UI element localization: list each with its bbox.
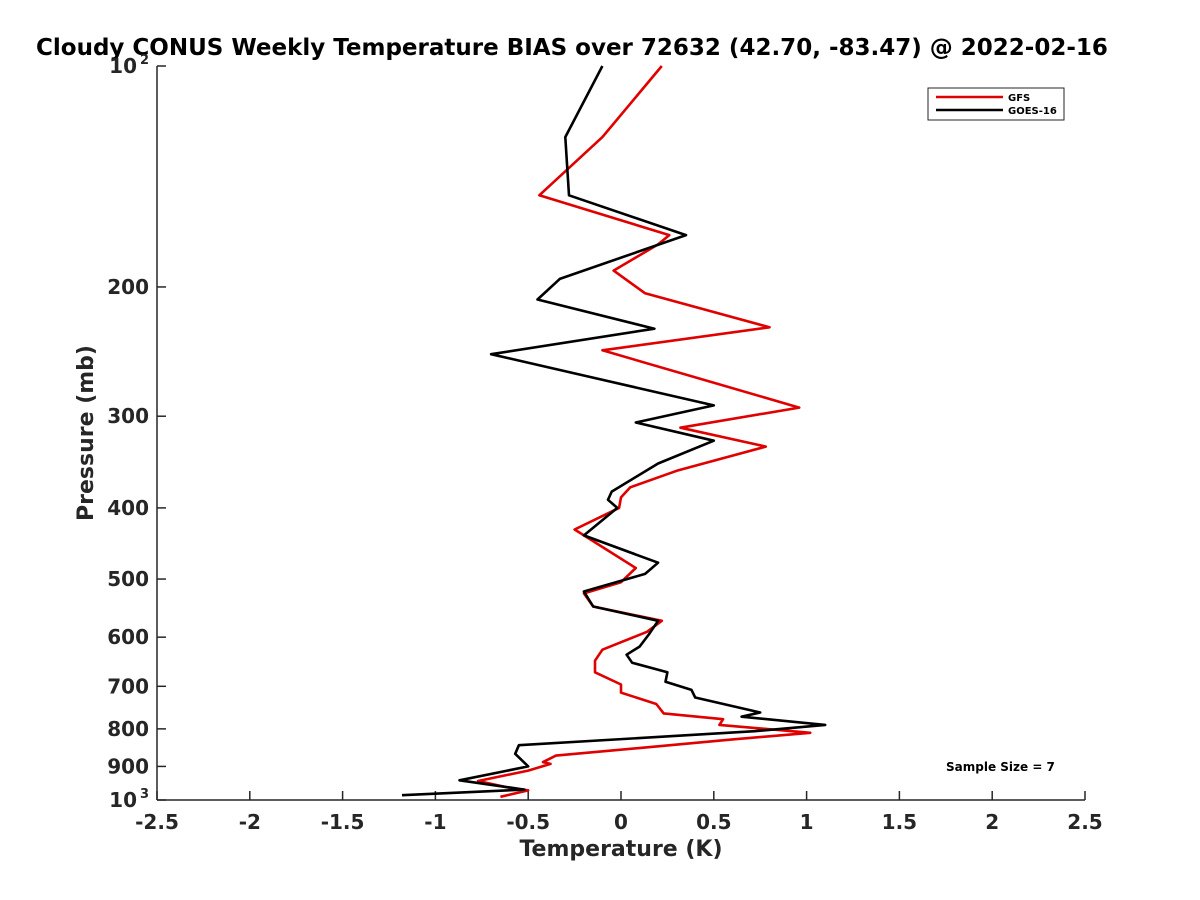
y-tick-exponent: 2 <box>140 53 149 68</box>
x-tick-label: 1.5 <box>882 810 917 834</box>
y-tick-label: 700 <box>107 674 149 698</box>
x-tick-label: 2 <box>985 810 999 834</box>
y-axis-label: Pressure (mb) <box>74 345 99 521</box>
chart-title: Cloudy CONUS Weekly Temperature BIAS ove… <box>36 35 1108 61</box>
y-tick-label: 400 <box>107 496 149 520</box>
x-tick-label: -1.5 <box>321 810 365 834</box>
x-tick-label: 1 <box>800 810 814 834</box>
x-axis-label: Temperature (K) <box>519 837 722 862</box>
legend-box <box>927 87 1065 121</box>
y-tick-exponent: 3 <box>140 787 149 802</box>
x-tick-label: -2.5 <box>135 810 179 834</box>
legend-label-gfs: GFS <box>1008 93 1030 104</box>
series-lines <box>401 65 827 799</box>
x-tick-label: -2 <box>239 810 261 834</box>
y-tick-label: 800 <box>107 717 149 741</box>
y-tick-label: 600 <box>107 625 149 649</box>
sample-size-annotation: Sample Size = 7 <box>946 760 1055 774</box>
y-tick-label: 300 <box>107 404 149 428</box>
series-line-goes16 <box>401 65 827 797</box>
x-tick-label: 2.5 <box>1067 810 1102 834</box>
y-tick-label: 10 <box>109 54 137 78</box>
x-tick-label: 0.5 <box>696 810 731 834</box>
series-line-gfs <box>476 65 812 799</box>
x-ticks: -2.5 -2 -1.5 -1 -0.5 0 0.5 1 1.5 2 2.5 <box>135 791 1103 834</box>
legend-label-goes16: GOES-16 <box>1008 106 1057 117</box>
x-tick-label: -1 <box>424 810 446 834</box>
x-tick-label: -0.5 <box>506 810 550 834</box>
legend: GFS GOES-16 <box>927 87 1065 121</box>
x-tick-label: 0 <box>614 810 628 834</box>
y-tick-label: 500 <box>107 567 149 591</box>
y-tick-label: 10 <box>109 788 137 812</box>
y-tick-label: 900 <box>107 754 149 778</box>
y-tick-label: 200 <box>107 275 149 299</box>
